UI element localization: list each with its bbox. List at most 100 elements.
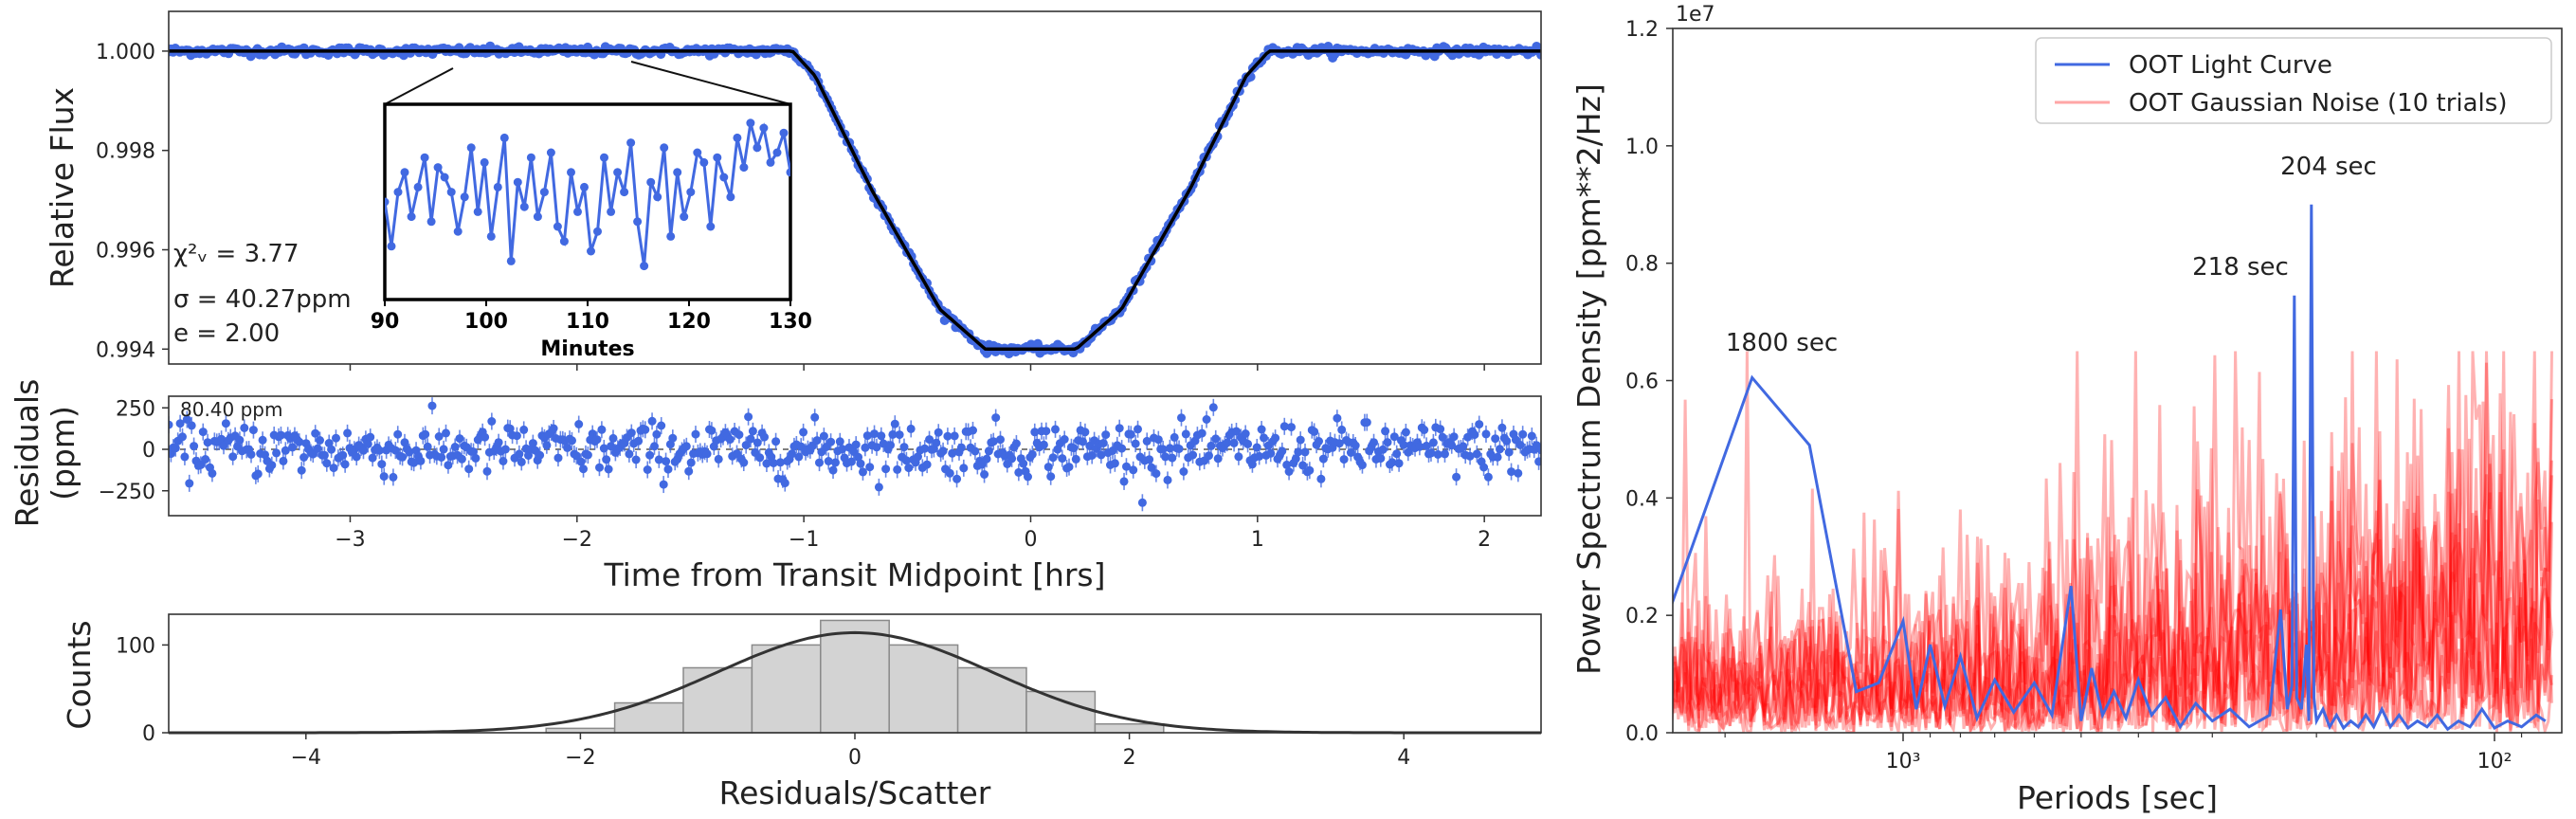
y-tick-label: 0 <box>142 722 155 746</box>
residual-point <box>1475 420 1484 429</box>
inset-point <box>673 168 682 177</box>
psd-y-label: Power Spectrum Density [ppm**2/Hz] <box>1570 83 1607 675</box>
inset-point <box>553 222 562 231</box>
residual-point <box>1179 467 1188 476</box>
residual-point <box>1011 439 1021 448</box>
inset-point <box>473 207 482 216</box>
residual-point <box>668 433 678 443</box>
inset-point <box>393 188 403 197</box>
residual-point <box>481 432 490 442</box>
residual-point <box>707 426 717 435</box>
inset-point <box>587 246 595 256</box>
residual-point <box>1491 434 1500 444</box>
residual-point <box>647 416 657 426</box>
residual-point <box>1170 432 1179 442</box>
residual-point <box>996 435 1005 445</box>
inset-point <box>653 192 662 202</box>
peak-annotation: 1800 sec <box>1726 329 1838 357</box>
y-tick-label: 0.6 <box>1625 371 1659 394</box>
transit-model-line <box>169 49 1541 352</box>
inset-point <box>387 242 396 251</box>
residual-point <box>1507 467 1516 477</box>
peak-annotation: 218 sec <box>2192 253 2289 282</box>
inset-point <box>699 157 709 167</box>
residual-point <box>991 413 1001 423</box>
histogram-bar <box>751 644 822 734</box>
residual-point <box>1152 469 1161 479</box>
histogram-y-label: Counts <box>61 620 98 729</box>
psd-legend: OOT Light Curve OOT Gaussian Noise (10 t… <box>2035 37 2552 124</box>
residual-point <box>1381 427 1390 436</box>
residual-point <box>574 420 584 428</box>
residual-point <box>650 442 659 451</box>
residual-point <box>1232 427 1241 436</box>
residual-point <box>240 423 249 432</box>
inset-point <box>607 207 616 216</box>
residual-point <box>246 449 256 459</box>
residual-point <box>571 451 581 461</box>
residual-point <box>824 457 833 465</box>
histogram-x-ticks: −4 −2 0 2 4 <box>291 733 1410 770</box>
residual-point <box>1147 463 1156 472</box>
histogram-y-ticks: 0 100 <box>116 634 169 746</box>
residual-point <box>899 443 909 452</box>
y-tick-label: 0.2 <box>1625 605 1659 628</box>
x-tick-label: −4 <box>291 746 321 770</box>
inset-point <box>453 227 463 236</box>
residual-point <box>1333 413 1342 423</box>
residual-point <box>1394 459 1404 468</box>
inset-tick-label: 100 <box>464 310 508 334</box>
residual-point <box>1255 451 1264 461</box>
residual-point <box>652 429 662 439</box>
residual-point <box>1278 446 1287 456</box>
inset-point <box>580 182 589 191</box>
residual-point <box>604 464 613 474</box>
x-tick-label: 10³ <box>1886 750 1921 774</box>
residual-point <box>389 472 398 482</box>
residual-point <box>327 445 336 454</box>
residual-point <box>203 438 212 447</box>
residual-point <box>1208 403 1218 412</box>
residual-point <box>1142 436 1152 446</box>
inset-point <box>385 197 390 207</box>
residual-point <box>427 401 437 410</box>
noise-trial-line <box>1673 392 2553 733</box>
residual-point <box>1389 432 1399 442</box>
residual-point <box>599 444 608 453</box>
residual-point <box>297 465 306 475</box>
residual-point <box>945 468 954 478</box>
y-tick-label: 250 <box>116 397 155 421</box>
residuals-frame <box>168 395 1542 517</box>
inset-point <box>440 173 449 182</box>
residual-point <box>1305 465 1315 475</box>
histogram-bar <box>1025 690 1097 734</box>
residual-point <box>299 453 309 462</box>
inset-point <box>680 212 689 222</box>
residual-point <box>208 468 217 478</box>
residual-point <box>1071 454 1080 464</box>
residual-point <box>1420 426 1429 434</box>
residual-point <box>595 463 604 472</box>
residual-point <box>201 455 210 464</box>
residual-point <box>956 443 966 452</box>
residual-point <box>780 479 789 488</box>
residual-point <box>1188 450 1198 460</box>
inset-point <box>519 202 529 211</box>
residual-point <box>377 460 387 469</box>
noise-trial-line <box>1673 359 2553 732</box>
gaussian-noise-trials <box>1673 351 2553 733</box>
inset-tick-label: 90 <box>371 310 400 334</box>
inset-point <box>526 153 535 162</box>
residual-point <box>374 446 384 455</box>
residual-point <box>971 446 980 456</box>
residual-point <box>332 433 340 443</box>
residual-point <box>1298 461 1308 470</box>
noise-trial-line <box>1673 351 2553 733</box>
legend-box <box>2035 37 2552 124</box>
residual-point <box>1177 413 1186 423</box>
inset-point <box>466 143 476 153</box>
residual-point <box>1058 454 1067 464</box>
residual-point <box>948 448 957 458</box>
light-curve-y-ticks: 1.000 0.998 0.996 0.994 <box>96 41 169 362</box>
inset-point <box>706 222 716 231</box>
